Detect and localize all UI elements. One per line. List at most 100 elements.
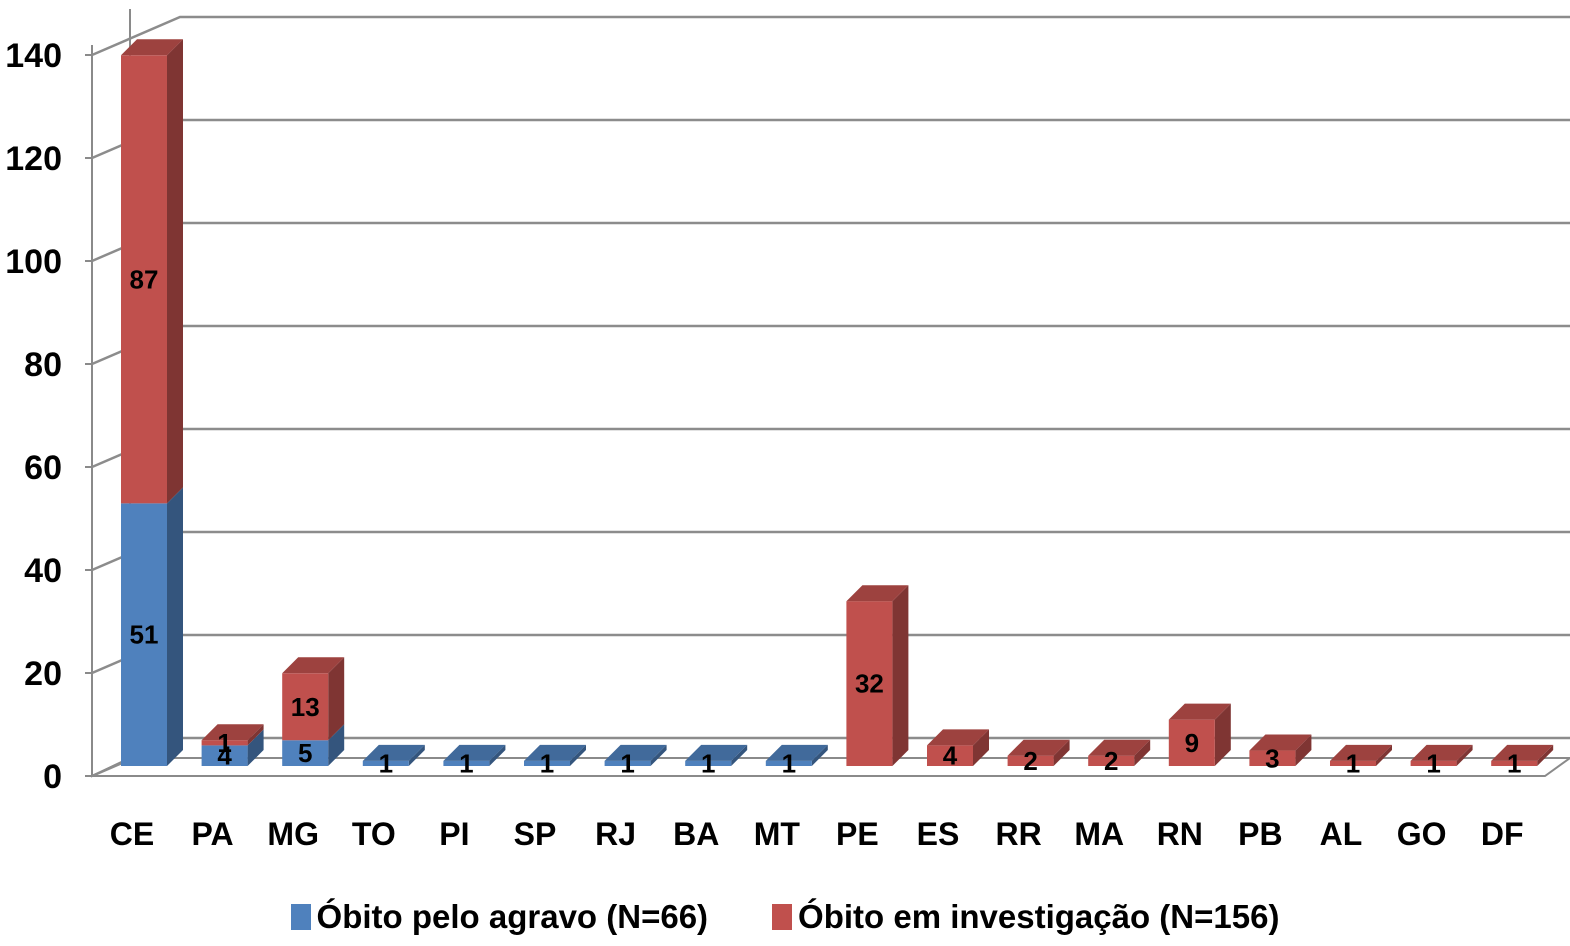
legend-swatch-obito-em-investigacao: [772, 904, 793, 930]
data-label-ce-2: 87: [130, 264, 159, 294]
data-label-ma-2: 2: [1104, 746, 1118, 776]
bar-front-ce-1: [121, 503, 167, 766]
bar-side-pi-1: [489, 744, 506, 766]
bar-front-ce-2: [121, 55, 167, 504]
data-label-rn-2: 9: [1185, 728, 1199, 758]
bar-side-sp-1: [570, 744, 586, 766]
data-label-pe-2: 32: [855, 669, 884, 699]
y-tick-label: 80: [24, 346, 62, 384]
x-tick-label-pb: PB: [1238, 816, 1282, 852]
bar-front-rr-2: [1007, 755, 1054, 766]
bar-side-al-2: [1376, 744, 1392, 766]
bar-top-df: [1491, 744, 1554, 761]
data-label-ce-1: 51: [130, 620, 159, 650]
bar-front-pi-1: [443, 760, 490, 766]
bar-front-ba-1: [685, 760, 732, 766]
data-label-sp-1: 1: [540, 748, 554, 778]
y-axis: 0 20 40 60 80 100 120 140: [5, 37, 92, 796]
bar-top-ce: [121, 39, 183, 56]
x-tick-label-es: ES: [917, 816, 960, 852]
bar-mt-series-1: [765, 744, 828, 766]
bar-top-pi: [443, 744, 506, 761]
bar-front-pa-2: [201, 740, 248, 746]
bar-go-series-2: [1410, 744, 1473, 766]
bar-df-series-2: [1491, 744, 1554, 766]
bars: [121, 39, 1554, 766]
x-tick-label-rr: RR: [995, 816, 1041, 852]
data-label-df-2: 1: [1507, 748, 1521, 778]
bar-side-ce-2: [167, 39, 183, 504]
bar-front-al-2: [1330, 760, 1376, 766]
x-tick-label-rn: RN: [1157, 816, 1203, 852]
bar-top-es: [927, 729, 989, 746]
x-tick-label-df: DF: [1481, 816, 1524, 852]
bar-front-sp-1: [524, 760, 570, 766]
bar-pi-series-1: [443, 744, 506, 766]
legend-item-obito-em-investigacao: Óbito em investigação (N=156): [772, 898, 1279, 936]
bar-top-al: [1330, 744, 1392, 761]
bar-front-rn-2: [1168, 719, 1215, 766]
bar-top-rn: [1168, 703, 1231, 720]
bar-side-to-1: [408, 744, 425, 766]
bar-sp-series-1: [524, 744, 586, 766]
bar-side-rj-1: [650, 744, 667, 766]
data-label-pi-1: 1: [459, 748, 473, 778]
bar-front-mt-1: [765, 760, 812, 766]
bar-top-pb: [1249, 734, 1312, 751]
data-label-mg-2: 13: [291, 692, 320, 722]
bar-side-ba-1: [731, 744, 748, 766]
data-label-al-2: 1: [1346, 748, 1360, 778]
x-tick-label-mg: MG: [267, 816, 319, 852]
bar-ce-series-1: [121, 487, 183, 766]
legend-label-obito-em-investigacao: Óbito em investigação (N=156): [798, 898, 1280, 935]
bar-front-ma-2: [1088, 755, 1135, 766]
bar-top-sp: [524, 744, 586, 761]
x-tick-label-ba: BA: [673, 816, 719, 852]
bar-ba-series-1: [685, 744, 748, 766]
y-tick-label: 20: [24, 655, 62, 693]
bar-front-pb-2: [1249, 750, 1296, 766]
x-tick-label-pi: PI: [439, 816, 469, 852]
bar-es-series-2: [927, 729, 989, 766]
bar-al-series-2: [1330, 744, 1392, 766]
x-tick-label-pe: PE: [836, 816, 879, 852]
gridline: [91, 15, 1570, 57]
bar-top-mg: [282, 657, 345, 674]
y-tick-label: 140: [5, 37, 62, 75]
bar-rj-series-1: [604, 744, 667, 766]
bar-top-ba: [685, 744, 748, 761]
bar-side-pe-2: [892, 585, 909, 766]
bar-top-pa: [201, 724, 264, 741]
data-label-ba-1: 1: [701, 748, 715, 778]
bar-front-pe-2: [846, 601, 893, 766]
x-tick-label-to: TO: [352, 816, 396, 852]
gridline: [91, 221, 1570, 263]
data-label-rr-2: 2: [1023, 746, 1037, 776]
y-tick-label: 60: [24, 449, 62, 487]
legend-item-obito-pelo-agravo: Óbito pelo agravo (N=66): [290, 898, 708, 936]
bar-pa-series-2: [201, 724, 264, 746]
bar-side-mg-2: [328, 657, 345, 741]
x-tick-label-ce: CE: [110, 816, 154, 852]
bar-rr-series-2: [1007, 739, 1070, 766]
x-tick-label-rj: RJ: [595, 816, 636, 852]
data-label-pa-1: 4: [217, 741, 232, 771]
y-tick-label: 100: [5, 243, 62, 281]
gridline: [91, 530, 1570, 572]
bar-top-mt: [765, 744, 828, 761]
bar-top-ma: [1088, 739, 1151, 756]
gridline: [91, 324, 1570, 366]
y-tick-label: 120: [5, 140, 62, 178]
bar-side-mg-1: [328, 724, 345, 766]
bar-side-es-2: [973, 729, 989, 766]
data-label-pa-2: 1: [217, 728, 231, 758]
bar-pe-series-2: [846, 585, 909, 766]
x-axis: CE PA MG TO PI SP RJ BA MT PE ES RR MA RN PB AL GO DF: [110, 816, 1524, 852]
bar-side-go-2: [1456, 744, 1473, 766]
bar-side-rr-2: [1053, 739, 1070, 766]
bar-pb-series-2: [1249, 734, 1312, 766]
bar-side-ma-2: [1134, 739, 1151, 766]
bar-rn-series-2: [1168, 703, 1231, 766]
